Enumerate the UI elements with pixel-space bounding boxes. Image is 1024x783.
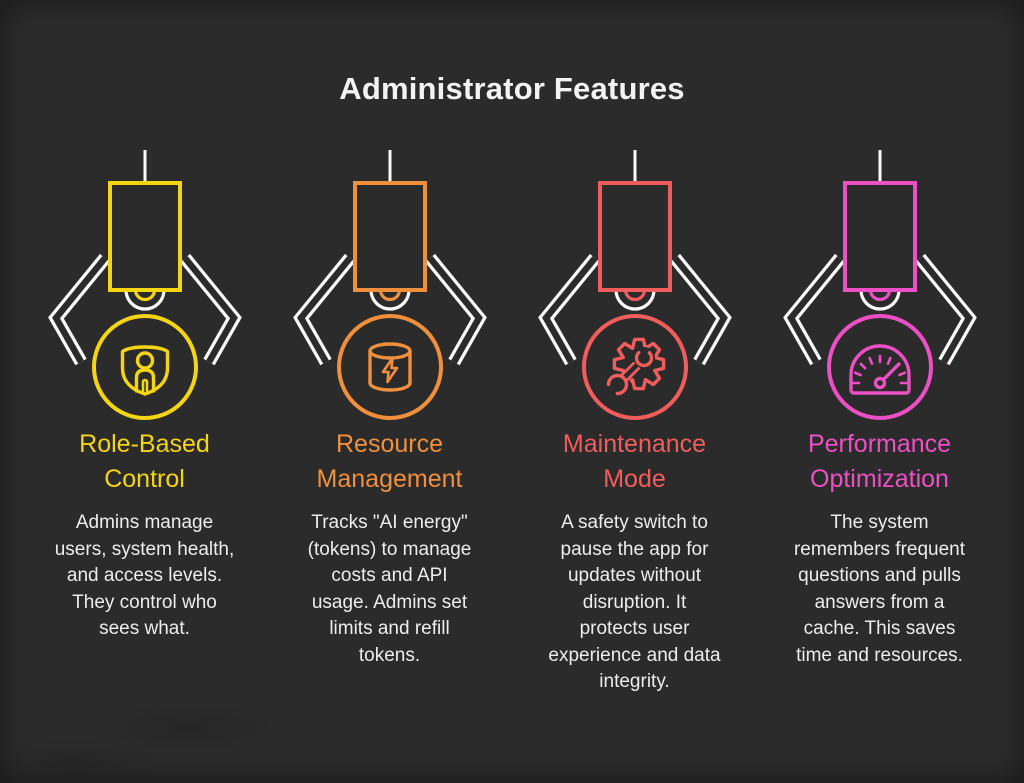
claw-body [842, 181, 917, 292]
claw-body [107, 181, 182, 292]
claw-machine-graphic [782, 150, 977, 420]
claw-machine-graphic [47, 150, 242, 420]
feature-title: Performance Optimization [807, 430, 952, 493]
claw-machine-graphic [537, 150, 732, 420]
feature-description: A safety switch to pause the app for upd… [548, 512, 721, 692]
claw-body [352, 181, 427, 292]
feature-title: Maintenance Mode [562, 430, 707, 493]
watermark-smudge [15, 685, 295, 780]
feature-circle [336, 314, 443, 420]
energy-cylinder-icon [367, 342, 412, 392]
speedometer-icon [848, 344, 911, 395]
claw-machine-graphic [292, 150, 487, 420]
feature-column-performance-optimization: Performance Optimization The system reme… [757, 148, 1002, 696]
feature-description: Admins manage users, system health, and … [54, 512, 235, 639]
wrench-gear-icon [604, 337, 665, 398]
shield-user-icon [120, 345, 169, 396]
feature-description: Tracks "AI energy" (tokens) to manage co… [307, 512, 472, 666]
feature-column-resource-management: Resource Management Tracks "AI energy" (… [267, 148, 512, 696]
feature-columns: Role-Based Control Admins manage users, … [0, 148, 1024, 696]
feature-description: The system remembers frequent questions … [793, 512, 966, 666]
feature-circle [826, 314, 933, 420]
page-title: Administrator Features [339, 71, 685, 106]
feature-title: Role-Based Control [79, 430, 210, 493]
claw-body [597, 181, 672, 292]
feature-column-role-based-control: Role-Based Control Admins manage users, … [22, 148, 267, 696]
feature-column-maintenance-mode: Maintenance Mode A safety switch to paus… [512, 148, 757, 696]
feature-title: Resource Management [316, 430, 463, 493]
